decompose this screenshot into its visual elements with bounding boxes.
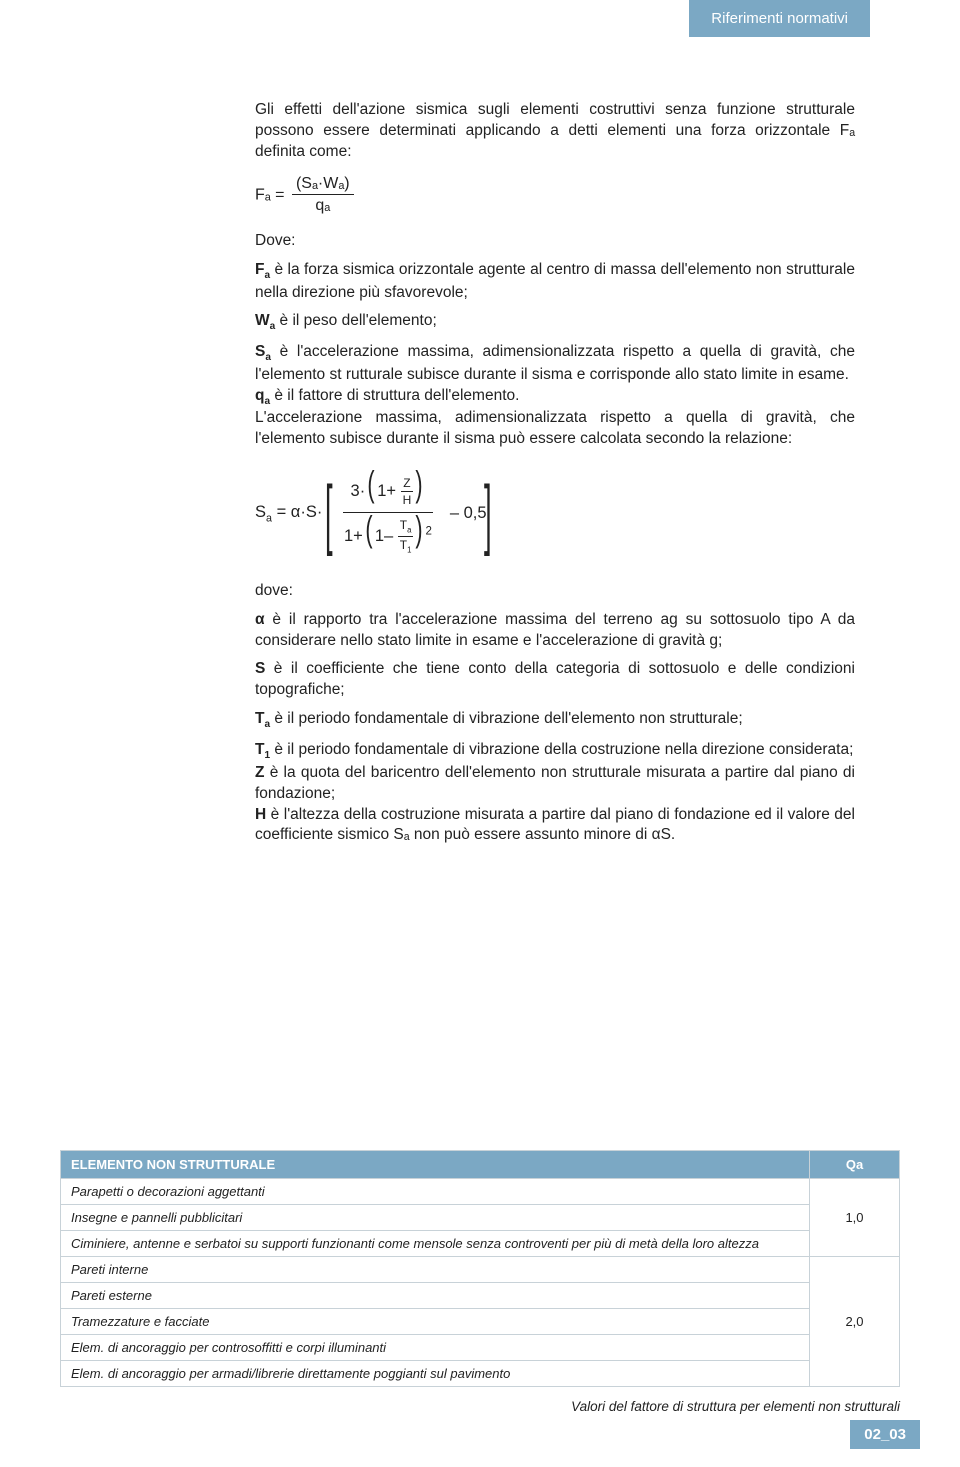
table-row: Tramezzature e facciate — [61, 1309, 810, 1335]
def-ta: Ta è il periodo fondamentale di vibrazio… — [255, 709, 855, 732]
table-row: Ciminiere, antenne e serbatoi su support… — [61, 1231, 810, 1257]
def-fa: Fa è la forza sismica orizzontale agente… — [255, 260, 855, 304]
dove-label: Dove: — [255, 231, 855, 252]
table-row: Elem. di ancoraggio per armadi/librerie … — [61, 1361, 810, 1387]
def-alpha: α è il rapporto tra l'accelerazione mass… — [255, 610, 855, 652]
structural-table: ELEMENTO NON STRUTTURALE Qa Parapetti o … — [60, 1150, 900, 1414]
def-h: H è l'altezza della costruzione misurata… — [255, 805, 855, 847]
main-content: Gli effetti dell'azione sismica sugli el… — [255, 100, 855, 854]
accel-paragraph: L'accelerazione massima, adimensionalizz… — [255, 408, 855, 450]
table-caption: Valori del fattore di struttura per elem… — [60, 1399, 900, 1414]
table-header-right: Qa — [810, 1151, 900, 1179]
table-header-left: ELEMENTO NON STRUTTURALE — [61, 1151, 810, 1179]
def-qa: qa è il fattore di struttura dell'elemen… — [255, 386, 855, 409]
formula-sa: Sa = α·S· [ 3·(1+ ZH) 1+(1– TaT1)2 – 0,5… — [255, 468, 855, 558]
table-row: Elem. di ancoraggio per controsoffitti e… — [61, 1335, 810, 1361]
table-row: Pareti esterne — [61, 1283, 810, 1309]
table-row: Pareti interne — [61, 1257, 810, 1283]
formula-fa: Fₐ = (Sₐ·Wₐ) qₐ — [255, 173, 855, 217]
header-tab: Riferimenti normativi — [689, 0, 870, 37]
intro-paragraph: Gli effetti dell'azione sismica sugli el… — [255, 100, 855, 163]
def-z: Z è la quota del baricentro dell'element… — [255, 763, 855, 805]
def-s: S è il coefficiente che tiene conto dell… — [255, 659, 855, 701]
def-sa: Sa è l'accelerazione massima, adimension… — [255, 342, 855, 386]
table-value: 1,0 — [810, 1179, 900, 1257]
page-number: 02_03 — [850, 1420, 920, 1449]
table-row: Parapetti o decorazioni aggettanti — [61, 1179, 810, 1205]
def-wa: Wa è il peso dell'elemento; — [255, 311, 855, 334]
dove2-label: dove: — [255, 581, 855, 602]
def-t1: T1 è il periodo fondamentale di vibrazio… — [255, 740, 855, 763]
table-value: 2,0 — [810, 1257, 900, 1387]
table-row: Insegne e pannelli pubblicitari — [61, 1205, 810, 1231]
